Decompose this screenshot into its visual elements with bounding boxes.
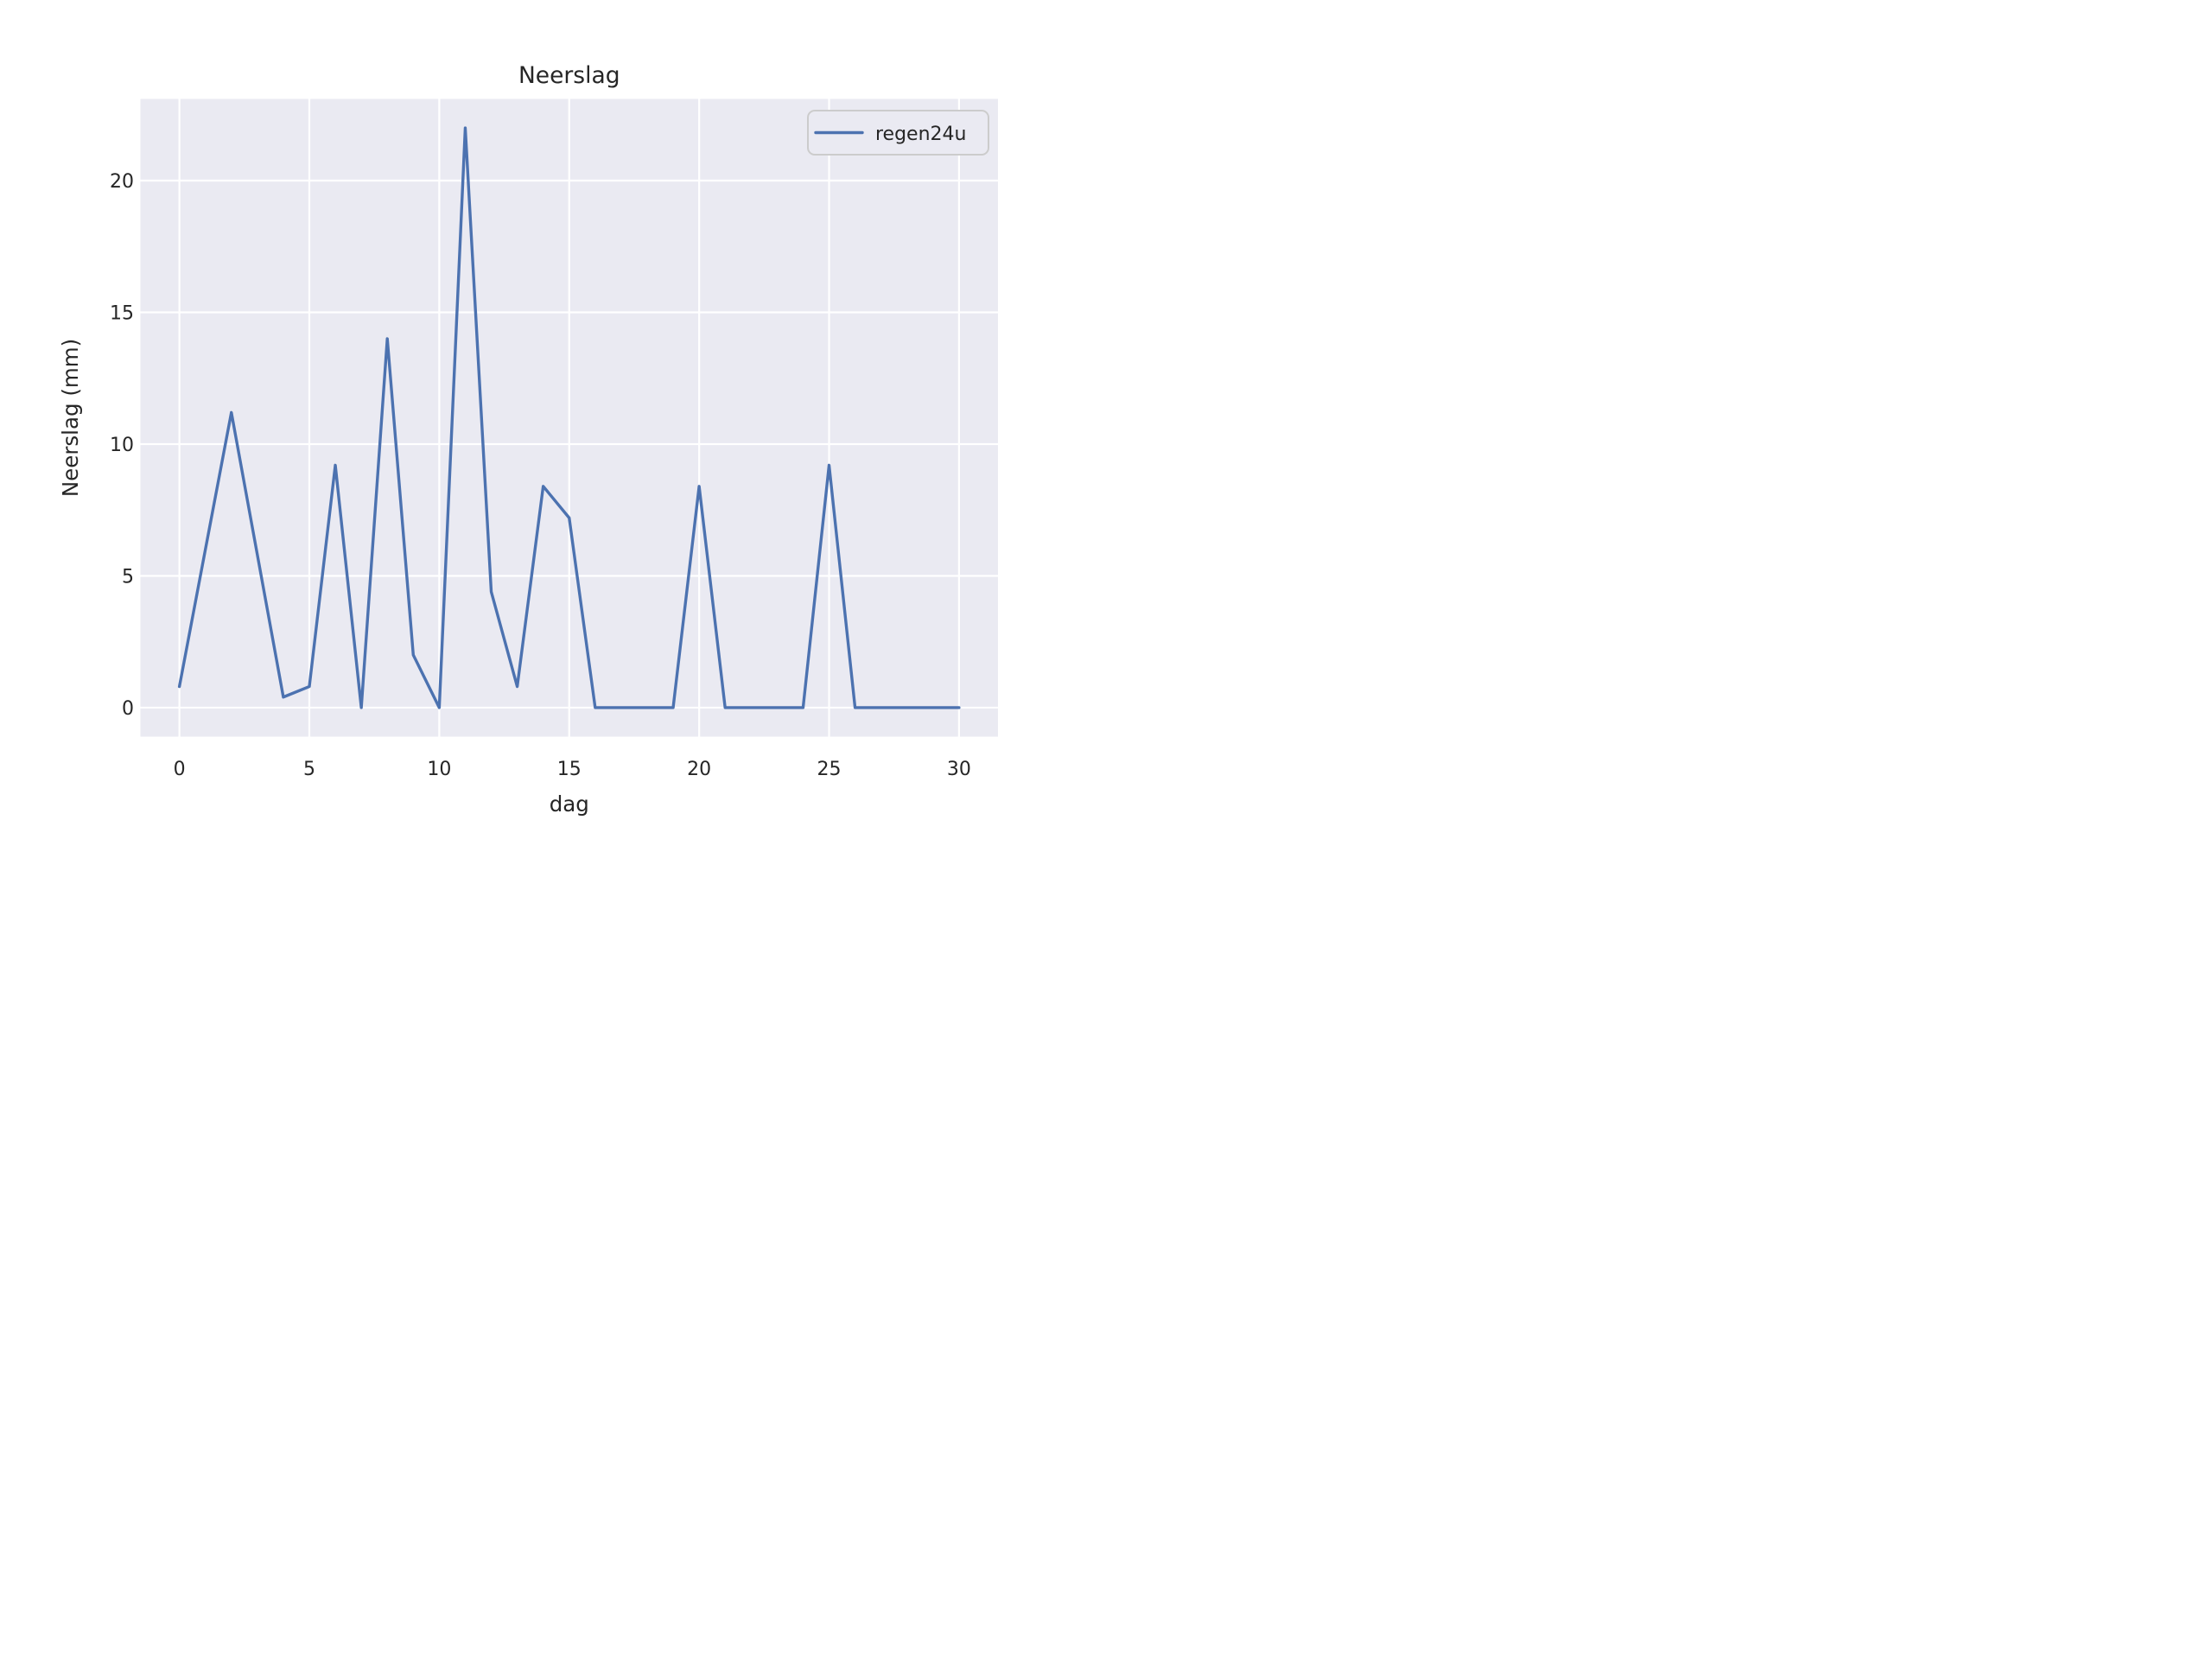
- chart-svg: 0 5 10 15 20 25 30 0 5 10 15 20 Neerslag dag Neers…: [58, 62, 998, 817]
- chart-title: Neerslag: [518, 62, 620, 89]
- y-tick-label: 5: [122, 566, 134, 588]
- figure: 0 5 10 15 20 25 30 0 5 10 15 20 Neerslag dag Neers…: [0, 0, 1106, 830]
- y-tick-label: 10: [110, 435, 134, 456]
- legend-frame: [807, 110, 989, 156]
- x-tick-label: 5: [303, 759, 315, 780]
- y-axis-tick-labels: 0 5 10 15 20: [110, 171, 134, 720]
- grid-lines: [140, 99, 998, 737]
- y-axis-label: Neerslag (mm): [58, 339, 83, 497]
- x-tick-label: 25: [817, 759, 842, 780]
- legend-label: regen24u: [875, 124, 966, 145]
- y-tick-label: 0: [122, 698, 134, 720]
- data-line-regen24u: [177, 126, 961, 709]
- x-tick-label: 10: [427, 759, 451, 780]
- y-tick-label: 20: [110, 171, 134, 193]
- legend: regen24u: [807, 110, 989, 156]
- x-tick-label: 0: [174, 759, 186, 780]
- x-tick-label: 15: [557, 759, 582, 780]
- y-tick-label: 15: [110, 303, 134, 325]
- x-axis-label: dag: [550, 791, 589, 817]
- x-tick-label: 20: [687, 759, 711, 780]
- x-axis-tick-labels: 0 5 10 15 20 25 30: [174, 759, 971, 780]
- series-group: [177, 126, 961, 709]
- x-tick-label: 30: [947, 759, 971, 780]
